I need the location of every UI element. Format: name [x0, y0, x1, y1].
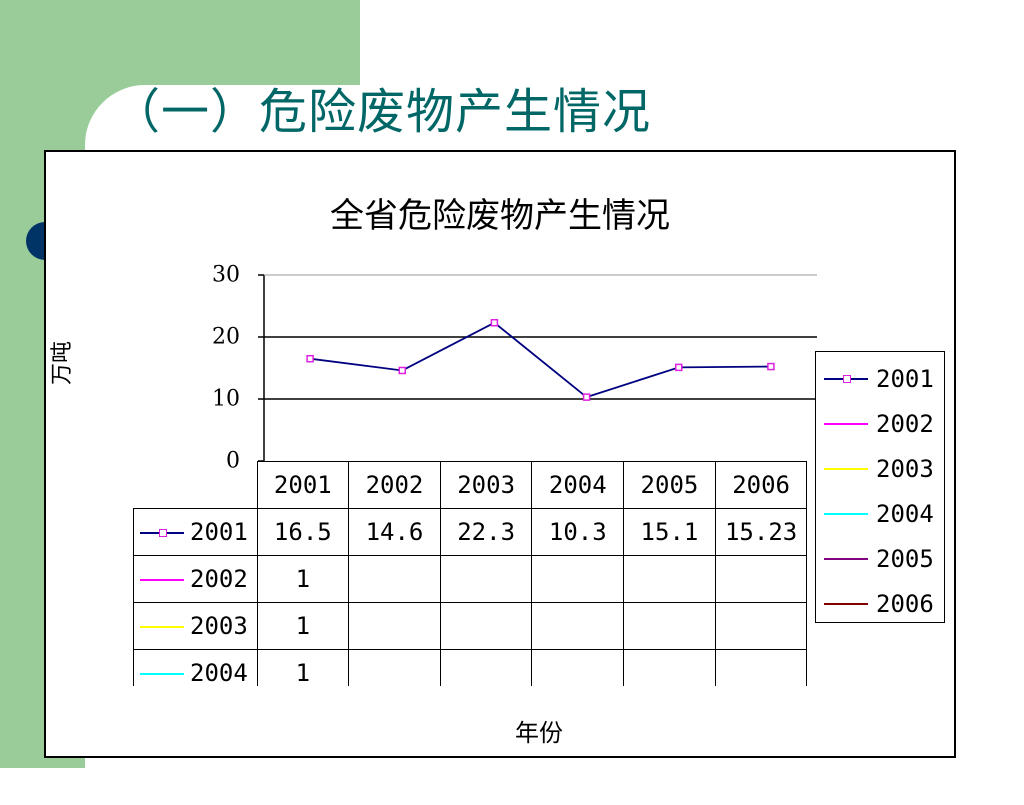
legend-marker — [843, 375, 851, 383]
legend-item: 2006 — [824, 589, 934, 619]
table-cell — [623, 555, 716, 603]
legend-label: 2006 — [876, 590, 934, 618]
table-cell — [714, 649, 808, 686]
table-row-header: 2004 — [133, 649, 258, 686]
table-row: 2004 1 — [133, 649, 808, 686]
y-tick-label: 20 — [212, 324, 240, 350]
table-row-header: 2003 — [133, 602, 258, 650]
table-column-header: 2001 — [256, 461, 350, 509]
legend-item: 2001 — [824, 364, 934, 394]
data-point — [306, 354, 314, 363]
table-cell: 16.5 — [256, 508, 350, 556]
table-cell — [439, 555, 533, 603]
data-point — [767, 362, 775, 371]
table-column-header: 2004 — [531, 461, 625, 509]
table-cell — [623, 602, 716, 650]
table-cell: 1 — [256, 602, 350, 650]
legend-item: 2005 — [824, 544, 934, 574]
row-legend-swatch — [140, 529, 184, 537]
row-legend-swatch — [140, 579, 184, 581]
table-row: 2003 1 — [133, 602, 808, 650]
y-tick-label: 30 — [212, 262, 240, 288]
table-column-header: 2003 — [439, 461, 533, 509]
table-cell — [439, 649, 533, 686]
row-series-name: 2004 — [190, 659, 248, 686]
legend-item: 2003 — [824, 454, 934, 484]
legend-swatch — [824, 513, 868, 515]
y-tick-label: 0 — [226, 448, 240, 474]
data-point — [398, 366, 406, 375]
table-cell — [531, 602, 625, 650]
table-cell — [439, 602, 533, 650]
table-corner — [134, 462, 258, 509]
row-legend-marker — [159, 529, 167, 537]
table-cell: 1 — [256, 555, 350, 603]
legend-label: 2004 — [876, 500, 934, 528]
row-series-name: 2001 — [190, 518, 248, 546]
legend-item: 2004 — [824, 499, 934, 529]
x-axis-label: 年份 — [515, 719, 563, 747]
data-point — [675, 363, 683, 372]
table-cell — [714, 602, 808, 650]
table-row-header: 2001 — [133, 508, 258, 556]
table-cell — [348, 602, 441, 650]
table-cell: 10.3 — [531, 508, 625, 556]
legend-label: 2002 — [876, 410, 934, 438]
table-row: 2001 16.5 14.6 22.3 10.3 15.1 15.23 — [133, 508, 808, 556]
series-line-2001 — [309, 321, 771, 399]
data-point — [490, 318, 499, 327]
table-cell: 15.23 — [714, 508, 808, 556]
table-cell: 1 — [256, 649, 350, 686]
table-cell: 14.6 — [348, 508, 441, 556]
data-point — [582, 393, 591, 401]
legend-swatch — [824, 375, 868, 383]
legend-label: 2003 — [876, 455, 934, 483]
table-row: 2002 1 — [133, 555, 808, 603]
table-row-header: 2002 — [133, 555, 258, 603]
chart-plot — [258, 274, 817, 462]
table-cell — [714, 555, 808, 603]
chart-legend: 2001 2002 2003 2004 2005 2006 — [815, 351, 945, 623]
legend-label: 2001 — [876, 365, 934, 393]
chart-title: 全省危险废物产生情况 — [330, 196, 670, 236]
slide-title: （一）危险废物产生情况 — [112, 84, 652, 140]
table-cell — [348, 555, 441, 603]
row-series-name: 2003 — [190, 612, 248, 640]
data-table: 2001 2002 2003 2004 2005 2006 2001 16.5 14.6 22.3… — [133, 461, 817, 686]
table-column-header: 2002 — [348, 461, 441, 509]
legend-swatch — [824, 468, 868, 470]
table-cell — [531, 555, 625, 603]
table-column-header: 2006 — [714, 461, 808, 509]
row-series-name: 2002 — [190, 565, 248, 593]
table-cell: 15.1 — [623, 508, 716, 556]
legend-swatch — [824, 423, 868, 425]
legend-swatch — [824, 558, 868, 560]
table-cell — [623, 649, 716, 686]
legend-item: 2002 — [824, 409, 934, 439]
table-cell — [531, 649, 625, 686]
table-column-header: 2005 — [623, 461, 716, 509]
table-cell: 22.3 — [439, 508, 533, 556]
y-tick-label: 10 — [212, 386, 240, 412]
table-cell — [348, 649, 441, 686]
legend-swatch — [824, 603, 868, 605]
row-legend-swatch — [140, 673, 184, 675]
row-legend-swatch — [140, 626, 184, 628]
legend-label: 2005 — [876, 545, 934, 573]
